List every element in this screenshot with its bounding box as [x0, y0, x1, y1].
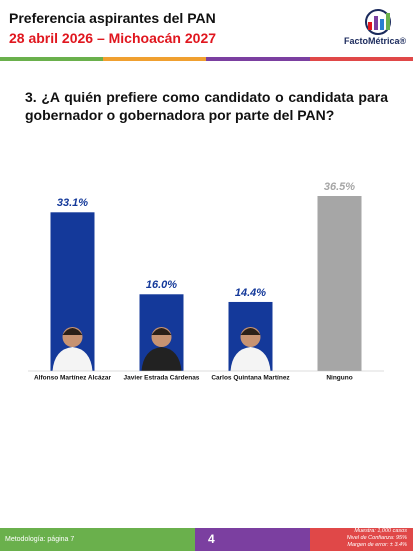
value-label: 16.0%	[146, 279, 177, 291]
x-tick-label: Alfonso Martínez Alcázar	[34, 375, 112, 382]
note: Nivel de Confianza: 95%	[346, 535, 407, 541]
stripe	[103, 57, 206, 61]
stripe	[206, 57, 310, 61]
title: Preferencia aspirantes del PAN	[9, 10, 216, 26]
footer-purple	[195, 528, 310, 551]
question: 3. ¿A quién prefiere como candidato o ca…	[25, 89, 388, 123]
value-label: 36.5%	[324, 181, 355, 193]
methodology: Metodología: página 7	[5, 536, 75, 543]
candidate-photo	[141, 327, 182, 371]
photo-hair	[62, 328, 83, 335]
value-label: 14.4%	[235, 287, 266, 299]
photo-hair	[151, 328, 172, 335]
footer-green	[0, 528, 195, 551]
note: Muestra: 1,000 casos	[354, 528, 407, 534]
subtitle: 28 abril 2026 – Michoacán 2027	[9, 30, 217, 46]
photo-hair	[240, 328, 261, 335]
value-label: 33.1%	[57, 197, 88, 209]
candidate-photo	[230, 327, 271, 371]
page-number: 4	[208, 532, 215, 546]
note: Margen de error: ± 3.4%	[347, 542, 407, 548]
photo-suit	[141, 347, 182, 371]
notes: Muestra: 1,000 casos Nivel de Confianza:…	[347, 528, 407, 549]
candidate-photo	[52, 327, 93, 371]
x-tick-label: Javier Estrada Cárdenas	[124, 375, 200, 382]
photo-suit	[230, 347, 271, 371]
x-tick-label: Carlos Quintana Martínez	[211, 375, 290, 382]
bar	[317, 196, 362, 371]
footer-red	[310, 528, 413, 551]
stripe	[0, 57, 103, 61]
logo-icon	[365, 9, 391, 35]
stripe	[310, 57, 413, 61]
photo-suit	[52, 347, 93, 371]
logo: FactoMétrica®	[344, 36, 407, 46]
x-tick-label: Ninguno	[326, 375, 352, 382]
